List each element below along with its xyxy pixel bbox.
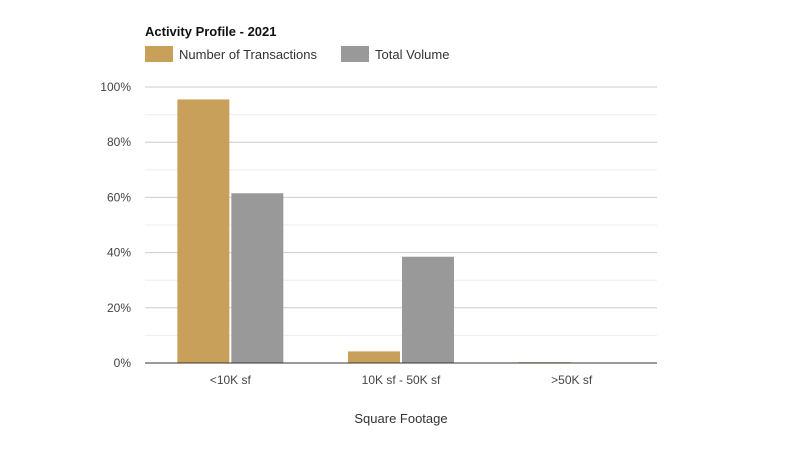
- y-tick-label: 80%: [107, 135, 131, 149]
- bar-volume: [231, 193, 284, 363]
- bar-volume: [402, 256, 454, 363]
- legend-swatch-volume: [341, 46, 370, 62]
- legend: Number of Transactions Total Volume: [145, 46, 473, 62]
- bar-transactions: [348, 351, 400, 363]
- y-tick-label: 100%: [100, 80, 131, 94]
- x-axis-title: Square Footage: [354, 411, 447, 426]
- legend-item-transactions: Number of Transactions: [145, 46, 317, 62]
- y-tick-label: 60%: [107, 190, 131, 204]
- y-tick-label: 0%: [114, 356, 132, 370]
- x-tick-label: <10K sf: [210, 373, 252, 387]
- y-tick-label: 40%: [107, 246, 131, 260]
- legend-label-transactions: Number of Transactions: [179, 46, 318, 62]
- legend-swatch-transactions: [145, 46, 173, 62]
- legend-item-volume: Total Volume: [341, 46, 449, 62]
- x-tick-label: 10K sf - 50K sf: [362, 373, 441, 387]
- legend-label-volume: Total Volume: [375, 46, 450, 62]
- bar-transactions: [177, 99, 230, 364]
- x-tick-label: >50K sf: [551, 373, 593, 387]
- chart-title: Activity Profile - 2021: [145, 24, 277, 39]
- y-tick-label: 20%: [107, 301, 131, 315]
